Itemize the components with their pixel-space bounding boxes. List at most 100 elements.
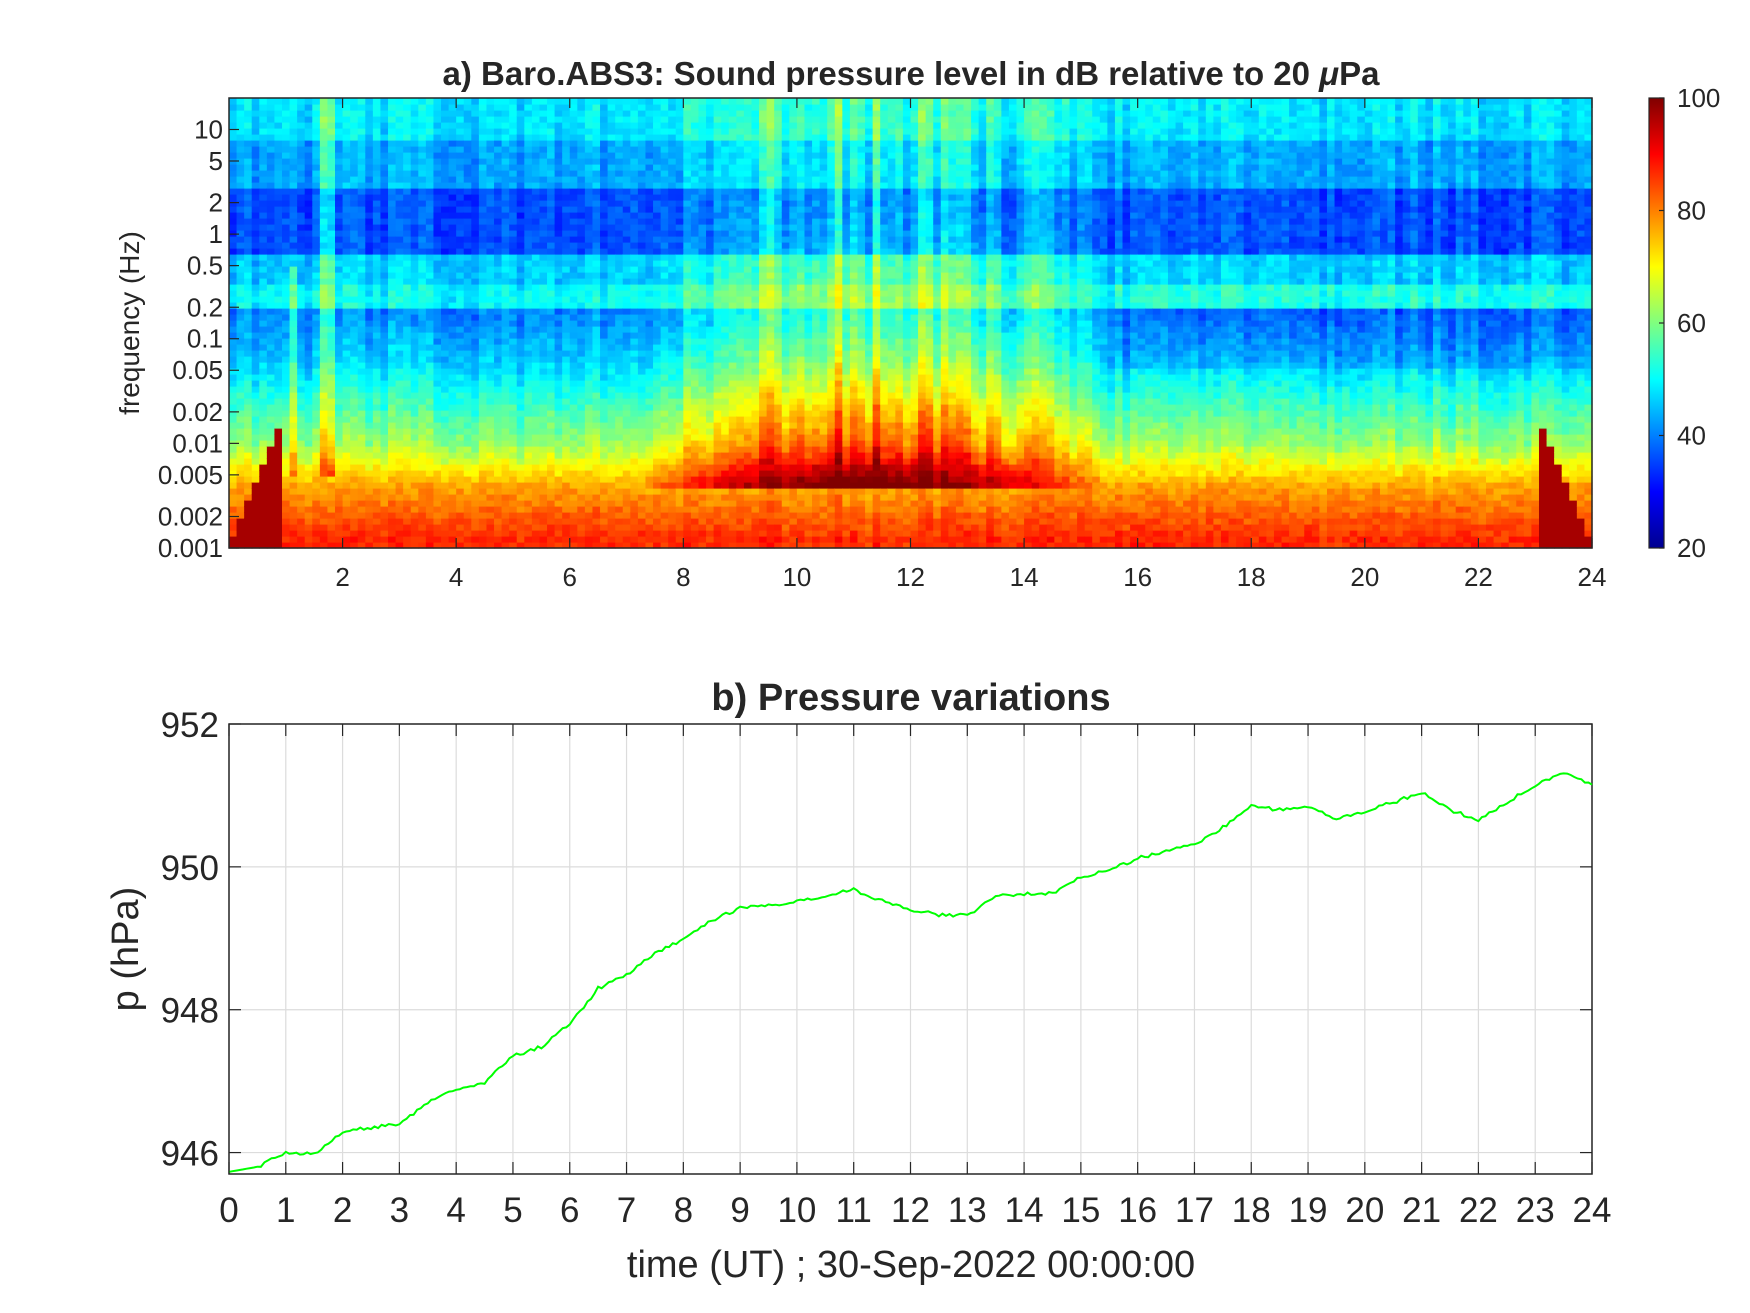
heatmap-cell <box>410 116 419 123</box>
heatmap-cell <box>342 326 351 333</box>
heatmap-cell <box>645 392 654 399</box>
heatmap-cell <box>395 266 404 273</box>
heatmap-cell <box>539 122 548 129</box>
heatmap-cell <box>282 182 291 189</box>
heatmap-cell <box>448 536 457 543</box>
heatmap-cell <box>388 422 397 429</box>
heatmap-cell <box>282 398 291 405</box>
heatmap-cell <box>516 392 525 399</box>
heatmap-cell <box>494 416 503 423</box>
heatmap-cell <box>342 218 351 225</box>
heatmap-cell <box>509 182 518 189</box>
heatmap-cell <box>622 362 631 369</box>
heatmap-cell <box>395 536 404 543</box>
heatmap-cell <box>456 170 465 177</box>
heatmap-cell <box>403 104 412 111</box>
heatmap-cell <box>524 482 533 489</box>
heatmap-cell <box>675 236 684 243</box>
heatmap-cell <box>486 494 495 501</box>
heatmap-cell <box>448 500 457 507</box>
heatmap-cell <box>660 278 669 285</box>
heatmap-cell <box>554 290 563 297</box>
heatmap-cell <box>259 266 268 273</box>
heatmap-cell <box>554 440 563 447</box>
heatmap-cell <box>319 272 329 279</box>
heatmap-cell <box>236 164 245 171</box>
heatmap-cell <box>683 200 692 207</box>
heatmap-cell <box>721 146 730 153</box>
heatmap-cell <box>395 110 404 117</box>
heatmap-cell <box>365 386 374 393</box>
heatmap-cell <box>282 152 291 159</box>
heatmap-cell <box>592 296 601 303</box>
heatmap-cell <box>539 482 548 489</box>
heatmap-cell <box>562 512 571 519</box>
heatmap-cell <box>312 116 321 123</box>
heatmap-cell <box>456 428 465 435</box>
heatmap-cell <box>547 416 556 423</box>
heatmap-cell <box>690 512 700 519</box>
heatmap-cell <box>448 122 457 129</box>
heatmap-cell <box>327 290 336 297</box>
heatmap-cell <box>403 278 412 285</box>
heatmap-cell <box>380 170 389 177</box>
heatmap-cell <box>501 248 510 255</box>
heatmap-cell <box>335 188 344 195</box>
heatmap-cell <box>365 188 374 195</box>
heatmap-cell <box>630 470 639 477</box>
heatmap-cell <box>675 152 684 159</box>
heatmap-cell <box>660 422 669 429</box>
heatmap-cell <box>645 98 654 105</box>
heatmap-cell <box>600 452 609 459</box>
heatmap-cell <box>327 224 336 231</box>
heatmap-cell <box>463 176 472 183</box>
heatmap-cell <box>516 428 525 435</box>
heatmap-cell <box>600 116 609 123</box>
heatmap-cell <box>562 302 571 309</box>
heatmap-cell <box>592 440 601 447</box>
heatmap-cell <box>531 368 541 375</box>
heatmap-cell <box>425 332 435 339</box>
heatmap-cell <box>251 146 260 153</box>
heatmap-cell <box>630 290 639 297</box>
heatmap-cell <box>675 230 684 237</box>
heatmap-cell <box>418 134 427 141</box>
heatmap-cell <box>433 254 442 261</box>
heatmap-cell <box>372 416 382 423</box>
heatmap-cell <box>274 212 283 219</box>
heatmap-cell <box>600 374 609 381</box>
heatmap-cell <box>229 422 238 429</box>
heatmap-cell <box>327 254 336 261</box>
heatmap-cell <box>304 500 313 507</box>
heatmap-cell <box>698 278 707 285</box>
heatmap-cell <box>509 512 518 519</box>
heatmap-cell <box>335 128 344 135</box>
heatmap-cell <box>478 236 488 243</box>
heatmap-cell <box>683 422 692 429</box>
heatmap-cell <box>509 308 518 315</box>
heatmap-cell <box>471 524 480 531</box>
heatmap-cell <box>372 482 382 489</box>
heatmap-cell <box>600 434 609 441</box>
heatmap-cell <box>698 308 707 315</box>
heatmap-cell <box>433 248 442 255</box>
heatmap-cell <box>418 146 427 153</box>
heatmap-cell <box>433 146 442 153</box>
heatmap-cell <box>433 482 442 489</box>
heatmap-cell <box>630 116 639 123</box>
heatmap-cell <box>266 404 276 411</box>
heatmap-cell <box>615 338 624 345</box>
heatmap-cell <box>251 278 260 285</box>
heatmap-cell <box>342 458 351 465</box>
heatmap-cell <box>236 260 245 267</box>
heatmap-cell <box>637 116 647 123</box>
heatmap-cell <box>297 464 306 471</box>
heatmap-cell <box>478 338 488 345</box>
heatmap-cell <box>531 482 541 489</box>
heatmap-cell <box>675 116 684 123</box>
heatmap-cell <box>463 182 472 189</box>
heatmap-cell <box>448 230 457 237</box>
heatmap-cell <box>630 422 639 429</box>
heatmap-cell <box>728 308 737 315</box>
heatmap-cell <box>259 404 268 411</box>
